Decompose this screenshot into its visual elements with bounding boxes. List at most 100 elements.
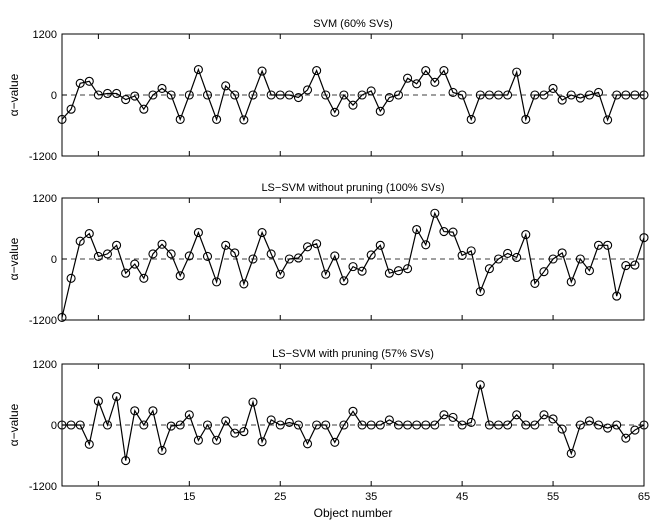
data-point-marker xyxy=(312,239,322,249)
data-point-marker xyxy=(521,114,531,124)
data-point-marker xyxy=(612,420,622,430)
data-point-marker xyxy=(439,227,449,237)
data-point-marker xyxy=(639,233,649,243)
y-axis-label: α−value xyxy=(7,73,21,116)
data-point-marker xyxy=(375,106,385,116)
data-point-marker xyxy=(302,85,313,95)
data-point-marker xyxy=(493,254,504,264)
data-point-marker xyxy=(312,66,322,76)
data-point-marker xyxy=(230,248,240,258)
data-point-marker xyxy=(257,228,267,238)
panel-title: SVM (60% SVs) xyxy=(313,18,392,30)
data-point-marker xyxy=(84,439,94,449)
data-point-marker xyxy=(357,90,367,100)
data-point-marker xyxy=(75,78,85,88)
data-point-marker xyxy=(93,90,103,100)
data-point-marker xyxy=(557,424,567,434)
data-point-marker xyxy=(121,456,131,466)
data-point-marker xyxy=(230,428,240,438)
y-tick-label: 0 xyxy=(51,254,57,266)
data-point-marker xyxy=(475,286,485,297)
data-point-marker xyxy=(393,90,404,100)
data-point-marker xyxy=(421,240,431,250)
data-point-marker xyxy=(439,410,449,420)
data-point-marker xyxy=(430,77,440,87)
data-point-marker xyxy=(439,66,449,76)
data-point-marker xyxy=(403,264,413,274)
data-point-marker xyxy=(421,420,431,430)
data-point-marker xyxy=(75,420,85,430)
panel-title: LS−SVM without pruning (100% SVs) xyxy=(261,182,444,194)
data-point-marker xyxy=(512,410,522,420)
data-point-marker xyxy=(593,240,604,250)
data-point-marker xyxy=(202,251,213,262)
data-point-marker xyxy=(412,420,422,430)
data-point-marker xyxy=(257,437,267,447)
data-point-marker xyxy=(539,90,549,100)
y-tick-label: 1200 xyxy=(33,193,57,205)
data-point-marker xyxy=(212,435,222,445)
data-point-marker xyxy=(284,90,294,100)
data-point-marker xyxy=(148,90,158,100)
y-tick-label: -1200 xyxy=(29,481,57,493)
data-point-marker xyxy=(639,420,649,430)
data-point-marker xyxy=(493,420,504,430)
data-point-marker xyxy=(539,410,549,420)
data-point-marker xyxy=(357,266,367,276)
data-point-marker xyxy=(193,228,203,238)
data-point-marker xyxy=(457,250,467,260)
data-point-marker xyxy=(248,254,258,264)
y-tick-label: 1200 xyxy=(33,359,57,371)
data-point-marker xyxy=(530,420,540,430)
data-point-marker xyxy=(184,251,194,261)
data-point-marker xyxy=(593,420,604,430)
data-point-marker xyxy=(166,421,176,431)
data-point-marker xyxy=(621,90,631,100)
data-point-marker xyxy=(375,420,385,430)
series-line xyxy=(62,384,645,461)
data-point-marker xyxy=(293,92,303,103)
data-point-marker xyxy=(548,254,558,264)
data-point-marker xyxy=(121,268,131,278)
data-point-marker xyxy=(239,115,249,125)
data-point-marker xyxy=(139,273,149,283)
data-point-marker xyxy=(630,90,640,100)
x-axis-label: Object number xyxy=(314,506,393,520)
data-point-marker xyxy=(175,420,185,430)
data-point-marker xyxy=(639,90,649,100)
data-point-marker xyxy=(221,240,231,250)
data-point-marker xyxy=(175,271,185,281)
data-point-marker xyxy=(484,264,494,274)
data-point-marker xyxy=(57,114,67,124)
data-point-marker xyxy=(512,252,522,263)
data-point-marker xyxy=(466,246,476,256)
data-point-marker xyxy=(566,448,576,459)
data-point-marker xyxy=(66,104,76,114)
data-point-marker xyxy=(548,83,558,93)
data-point-marker xyxy=(57,420,67,430)
data-point-marker xyxy=(584,266,594,276)
data-point-marker xyxy=(530,278,540,288)
data-point-marker xyxy=(475,380,485,390)
data-point-marker xyxy=(493,90,504,100)
data-point-marker xyxy=(339,420,349,430)
data-point-marker xyxy=(457,90,467,100)
data-point-marker xyxy=(566,277,576,287)
data-point-marker xyxy=(193,65,203,75)
data-point-marker xyxy=(575,93,585,103)
data-point-marker xyxy=(75,236,85,246)
data-point-marker xyxy=(393,266,404,276)
data-point-marker xyxy=(503,90,513,100)
data-point-marker xyxy=(239,279,249,289)
data-point-marker xyxy=(575,254,585,264)
panel-title: LS−SVM with pruning (57% SVs) xyxy=(272,348,434,360)
data-point-marker xyxy=(212,114,222,124)
x-tick-label: 65 xyxy=(638,491,650,503)
data-point-marker xyxy=(621,261,631,271)
data-point-marker xyxy=(84,76,94,86)
data-point-marker xyxy=(366,86,376,96)
data-point-marker xyxy=(521,420,531,430)
data-point-marker xyxy=(148,406,158,416)
y-tick-label: 0 xyxy=(51,420,57,432)
